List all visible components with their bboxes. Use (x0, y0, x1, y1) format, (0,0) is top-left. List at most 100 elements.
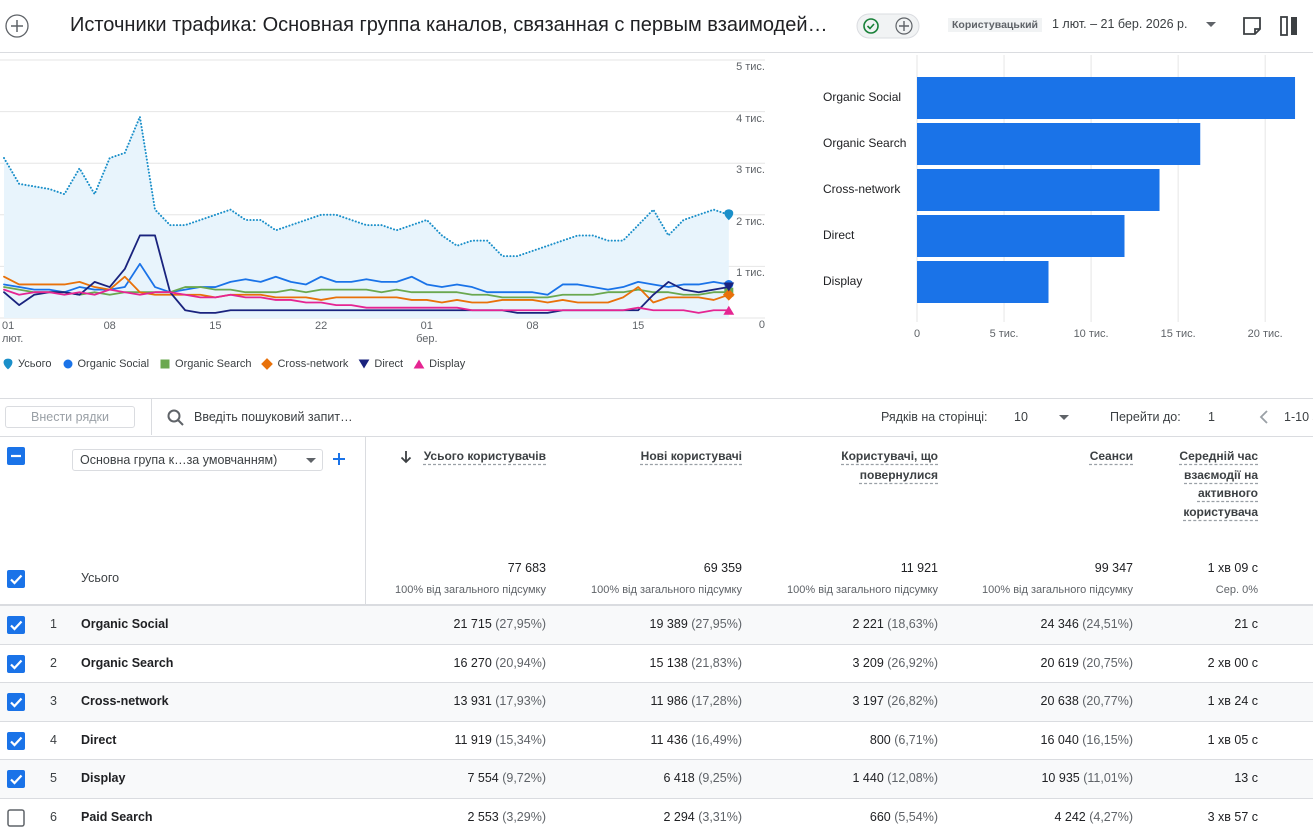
checkbox-check (10, 736, 23, 747)
table-cell: 3 209 (26,92%) (758, 655, 939, 670)
date-dropdown[interactable] (1204, 20, 1218, 30)
table-cell: 11 986 (17,28%) (562, 694, 742, 708)
search-input[interactable]: Введіть пошуковий запит… (194, 410, 353, 424)
rows-dropdown[interactable] (1057, 413, 1071, 423)
table-cell: 24 346 (24,51%) (953, 617, 1133, 631)
status-icons[interactable] (856, 13, 920, 39)
column-total-note: 100% від загального підсумку (982, 584, 1133, 596)
report-title: Источники трафика: Основная группа канал… (70, 14, 828, 36)
prev-page[interactable] (1256, 408, 1272, 426)
cell-value: 3 197 (852, 694, 884, 709)
go-to-input[interactable]: 1 (1208, 410, 1215, 424)
legend-marker (160, 359, 170, 369)
table-cell: 11 919 (15,34%) (366, 733, 546, 747)
table-cell: 4 242 (4,27%) (953, 810, 1133, 824)
legend-item: Display (413, 358, 465, 370)
table-row-divider (0, 604, 1313, 605)
x-tick-label: 5 тис. (989, 328, 1019, 340)
cell-value: 7 554 (467, 771, 499, 786)
cell-share: (16,49%) (691, 732, 742, 747)
rows-per-page[interactable]: 10 (1014, 410, 1028, 424)
cell-share: (26,92%) (887, 655, 938, 670)
cell-value: 16 270 (453, 655, 492, 670)
x-tick-label: 20 тис. (1247, 328, 1283, 340)
y-category-label: Direct (823, 228, 855, 242)
cell-value: 24 346 (1040, 617, 1079, 631)
cell-value: 1 440 (852, 771, 884, 786)
row-index: 3 (50, 694, 57, 709)
marker (723, 282, 735, 292)
table-cell: 2 221 (18,63%) (758, 617, 939, 631)
add-rows-button[interactable]: Внести рядки (5, 406, 135, 428)
toolbar-divider (151, 399, 152, 435)
date-range[interactable]: 1 лют. – 21 бер. 2026 р. (1052, 17, 1188, 31)
add-dimension[interactable] (332, 452, 346, 466)
column-total: 11 921 (900, 561, 938, 575)
row-name[interactable]: Organic Search (81, 655, 174, 670)
cell-share: (3,29%) (502, 810, 546, 824)
row-checkbox[interactable] (7, 809, 25, 827)
legend-marker (413, 359, 425, 369)
cell-value: 800 (869, 732, 891, 747)
table-row (0, 682, 1313, 722)
column-total: 1 хв 09 с (1207, 561, 1258, 575)
column-header[interactable]: Користувачі, що повернулися (841, 449, 938, 482)
row-name[interactable]: Display (81, 771, 126, 786)
row-index: 2 (50, 655, 57, 670)
row-checkbox[interactable] (7, 731, 25, 750)
cell-share: (24,51%) (1082, 617, 1133, 631)
x-tick-label: 0 (913, 328, 921, 340)
table-cell: 2 294 (3,31%) (562, 810, 742, 824)
y-tick-label: 4 тис. (736, 112, 765, 125)
row-name[interactable]: Direct (81, 732, 117, 747)
y-category-label: Organic Social (823, 90, 902, 104)
cell-share: (17,93%) (495, 694, 546, 709)
cell-share: (27,95%) (691, 617, 742, 631)
cell-value: 4 242 (1054, 810, 1086, 824)
column-total: 69 359 (703, 561, 742, 575)
column-header[interactable]: Усього користувачів (423, 449, 546, 463)
column-header[interactable]: Середній час взаємодії на активного кори… (1179, 449, 1258, 519)
table-cell: 7 554 (9,72%) (366, 771, 546, 785)
cell-share: (20,77%) (1082, 694, 1133, 709)
column-header[interactable]: Сеанси (1089, 449, 1133, 463)
row-name[interactable]: Organic Social (81, 617, 169, 631)
legend-item: Cross-network (261, 358, 348, 370)
cell-value: 2 294 (663, 810, 695, 824)
dimension-select[interactable]: Основна група к…за умовчанням) (72, 449, 323, 471)
legend-marker (261, 358, 274, 370)
column-total-note: 100% від загального підсумку (591, 584, 742, 596)
y-tick-label: 0 (758, 319, 765, 331)
compare-icon[interactable] (1278, 14, 1302, 38)
cell-share: (20,75%) (1082, 655, 1133, 670)
row-index: 1 (50, 617, 57, 631)
marker (723, 305, 735, 315)
x-tick-label: 15 (209, 320, 222, 332)
add-button[interactable] (4, 13, 30, 39)
table-row (0, 643, 1313, 684)
x-tick-label: 01 лют. (2, 320, 24, 345)
row-checkbox[interactable] (7, 654, 25, 673)
cell-value: 2 хв 00 с (1207, 655, 1258, 670)
select-total[interactable] (7, 570, 25, 588)
row-checkbox[interactable] (7, 616, 25, 634)
row-name[interactable]: Cross-network (81, 694, 169, 709)
table-cell: 1 хв 24 с (1078, 694, 1258, 708)
y-category-label: Organic Search (823, 136, 907, 150)
row-name[interactable]: Paid Search (81, 810, 153, 824)
plus (333, 453, 345, 465)
x-tick-label: 15 тис. (1160, 328, 1196, 340)
table-cell: 20 619 (20,75%) (953, 656, 1133, 670)
cell-value: 3 хв 57 с (1207, 810, 1258, 824)
x-tick-label: 15 (632, 320, 645, 332)
select-all[interactable] (7, 447, 25, 465)
row-checkbox[interactable] (7, 770, 25, 789)
legend-item: Direct (358, 358, 403, 370)
row-checkbox[interactable] (7, 693, 25, 712)
checkbox-check (10, 620, 23, 631)
column-header[interactable]: Нові користувачі (640, 449, 742, 463)
checkbox-box (7, 654, 25, 673)
edit-icon[interactable] (1240, 14, 1264, 38)
cell-share: (21,83%) (691, 655, 742, 670)
